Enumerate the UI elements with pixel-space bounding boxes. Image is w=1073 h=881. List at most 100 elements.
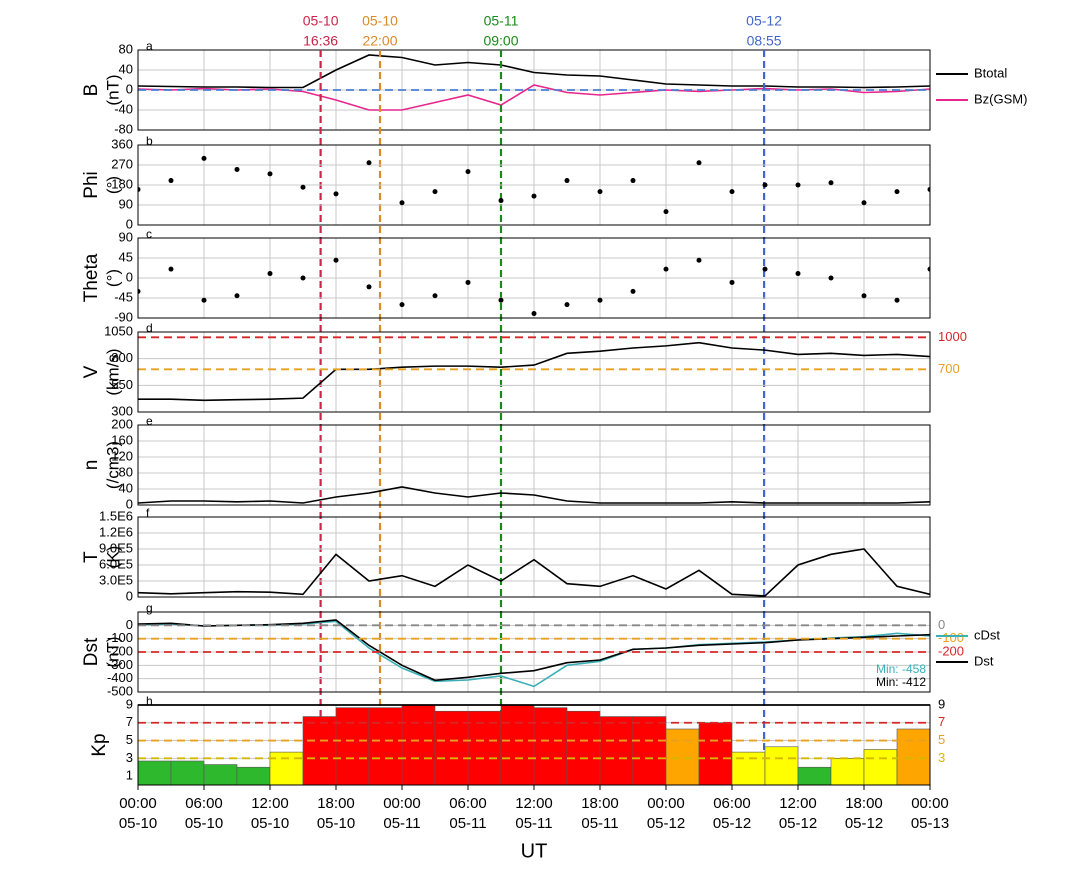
- y-axis-label: (nT): [103, 74, 122, 105]
- data-point: [564, 178, 570, 184]
- y-tick-label: -80: [114, 121, 133, 136]
- plot-area: [138, 341, 930, 402]
- data-point: [498, 198, 504, 204]
- y-axis-label: B: [81, 84, 102, 97]
- bar: [599, 716, 634, 785]
- y-axis-label: (K): [103, 546, 122, 569]
- reference-label: -200: [938, 643, 964, 658]
- panel-letter: f: [146, 506, 150, 520]
- panel-letter: b: [146, 134, 153, 148]
- x-tick-label: 05-10: [317, 815, 355, 832]
- y-tick-label: 0: [126, 216, 133, 231]
- y-axis-label: (/cm3): [103, 441, 122, 489]
- annotation: Min: -458: [876, 662, 926, 676]
- data-point: [597, 189, 603, 195]
- y-tick-label: -300: [107, 657, 133, 672]
- data-line: [138, 54, 930, 89]
- data-point: [465, 279, 471, 285]
- bar: [533, 707, 568, 785]
- bar: [269, 751, 304, 785]
- x-tick-label: 06:00: [713, 795, 751, 812]
- data-point: [663, 209, 669, 215]
- panel-frame: [137, 516, 931, 598]
- reference-label: 9: [938, 696, 945, 711]
- x-tick-label: 05-11: [581, 815, 618, 832]
- y-axis-label: Dst: [81, 637, 102, 666]
- legend-label: Btotal: [974, 65, 1007, 80]
- data-point: [201, 297, 207, 303]
- data-point: [795, 182, 801, 188]
- y-tick-label: 3: [126, 750, 133, 765]
- y-tick-label: 0: [126, 617, 133, 632]
- plot-area: [138, 548, 930, 597]
- data-point: [138, 288, 141, 294]
- data-point: [399, 200, 405, 206]
- panel-letter: h: [146, 694, 153, 708]
- bar: [368, 707, 403, 785]
- y-tick-label: 1050: [104, 323, 133, 338]
- y-tick-label: 1: [126, 768, 133, 783]
- y-tick-label: 40: [119, 480, 133, 495]
- y-tick-label: 9: [126, 696, 133, 711]
- data-point: [366, 160, 372, 166]
- data-point: [861, 200, 867, 206]
- panel-letter: d: [146, 321, 153, 335]
- data-point: [168, 266, 174, 272]
- y-tick-label: 800: [111, 350, 133, 365]
- plot-area: [138, 486, 930, 504]
- data-point: [828, 275, 834, 281]
- event-label: 09:00: [483, 33, 518, 49]
- event-label: 05-10: [362, 13, 398, 29]
- event-label: 08:55: [747, 33, 782, 49]
- x-tick-label: 05-12: [647, 815, 685, 832]
- x-tick-label: 18:00: [581, 795, 619, 812]
- event-label: 16:36: [303, 33, 338, 49]
- data-point: [333, 191, 339, 197]
- y-tick-label: 0: [126, 496, 133, 511]
- data-point: [267, 271, 273, 277]
- y-tick-label: -40: [114, 101, 133, 116]
- y-axis-label: n: [81, 460, 102, 471]
- reference-label: 5: [938, 732, 945, 747]
- data-point: [894, 297, 900, 303]
- bar: [302, 716, 337, 785]
- data-point: [498, 297, 504, 303]
- bar: [830, 758, 865, 785]
- bar: [896, 728, 930, 785]
- plot-area: [138, 54, 930, 111]
- y-tick-label: 1.2E6: [99, 524, 133, 539]
- reference-label: -100: [938, 630, 964, 645]
- legend-label: Bz(GSM): [974, 91, 1027, 106]
- bar: [632, 716, 667, 785]
- bar: [203, 764, 238, 785]
- y-tick-label: 9.0E5: [99, 540, 133, 555]
- bar: [863, 749, 898, 785]
- y-tick-label: 90: [119, 229, 133, 244]
- data-point: [300, 184, 306, 190]
- panel-frame: [137, 49, 931, 131]
- y-tick-label: -100: [107, 630, 133, 645]
- x-tick-label: 05-12: [779, 815, 817, 832]
- y-tick-label: 360: [111, 136, 133, 151]
- reference-label: 0: [938, 617, 945, 632]
- data-point: [366, 284, 372, 290]
- data-point: [663, 266, 669, 272]
- y-tick-label: 45: [119, 249, 133, 264]
- legend-label: cDst: [974, 627, 1000, 642]
- y-tick-label: -90: [114, 309, 133, 324]
- y-axis-label: Kp: [89, 733, 110, 756]
- panel-frame: [137, 611, 931, 693]
- event-label: 05-10: [303, 13, 339, 29]
- bar: [138, 760, 172, 785]
- data-point: [795, 271, 801, 277]
- x-tick-label: 00:00: [647, 795, 685, 812]
- x-axis-label: UT: [521, 840, 548, 862]
- reference-label: 1000: [938, 329, 967, 344]
- y-axis-label: (°): [103, 176, 122, 194]
- data-point: [828, 180, 834, 186]
- data-point: [564, 302, 570, 308]
- data-point: [399, 302, 405, 308]
- x-tick-label: 05-10: [185, 815, 223, 832]
- y-tick-label: 300: [111, 403, 133, 418]
